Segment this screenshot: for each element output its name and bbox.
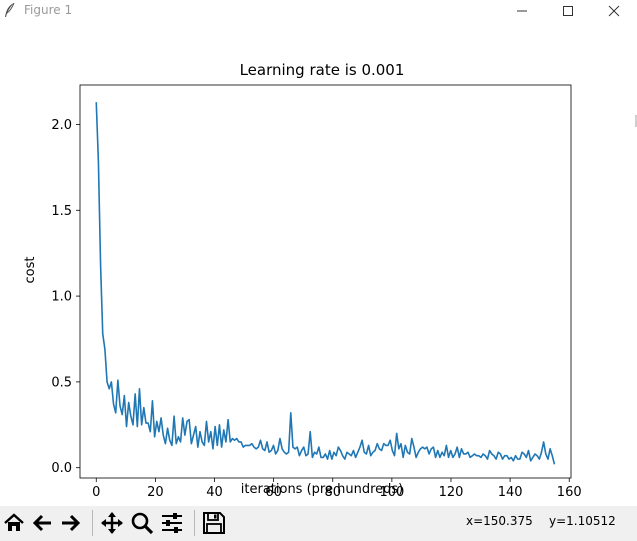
maximize-button[interactable] bbox=[545, 0, 591, 22]
minimize-button[interactable] bbox=[499, 0, 545, 22]
close-button[interactable] bbox=[591, 0, 637, 22]
line-chart: Learning rate is 0.001 iterations (pre h… bbox=[23, 61, 582, 500]
configure-subplots-icon bbox=[162, 513, 182, 533]
y-tick-label: 1.5 bbox=[51, 204, 72, 219]
home-button[interactable] bbox=[0, 509, 28, 537]
y-tick-label: 1.0 bbox=[51, 290, 72, 305]
y-tick-label: 2.0 bbox=[51, 118, 72, 133]
back-arrow-icon bbox=[32, 514, 51, 532]
window-title: Figure 1 bbox=[24, 3, 73, 17]
minimize-icon bbox=[517, 10, 527, 12]
pan-icon bbox=[101, 512, 123, 534]
save-button[interactable] bbox=[200, 509, 228, 537]
x-tick-label: 80 bbox=[324, 485, 341, 500]
plot-frame bbox=[79, 84, 572, 479]
back-button[interactable] bbox=[28, 509, 56, 537]
y-axis-ticks: 0.0 0.5 1.0 1.5 2.0 bbox=[51, 118, 80, 476]
x-tick-label: 120 bbox=[439, 485, 464, 500]
x-tick-label: 100 bbox=[379, 485, 404, 500]
save-icon bbox=[203, 512, 225, 534]
series-group bbox=[95, 102, 556, 465]
cost-series-line bbox=[95, 102, 556, 465]
close-icon bbox=[608, 5, 620, 17]
zoom-button[interactable] bbox=[128, 509, 156, 537]
y-tick-label: 0.0 bbox=[51, 461, 72, 476]
y-tick-label: 0.5 bbox=[51, 375, 72, 390]
scroll-indicator bbox=[635, 115, 637, 127]
configure-subplots-button[interactable] bbox=[158, 509, 186, 537]
window-title-bar: Figure 1 bbox=[0, 0, 637, 22]
toolbar-separator bbox=[194, 510, 195, 536]
x-axis-ticks: 0 20 40 60 80 100 120 140 160 bbox=[92, 478, 582, 500]
cursor-y-readout: y=1.10512 bbox=[549, 514, 616, 528]
x-tick-label: 0 bbox=[92, 485, 100, 500]
forward-arrow-icon bbox=[62, 514, 81, 532]
navigation-toolbar: x=150.375 y=1.10512 bbox=[0, 506, 637, 541]
x-tick-label: 20 bbox=[147, 485, 164, 500]
x-tick-label: 60 bbox=[265, 485, 282, 500]
x-tick-label: 140 bbox=[498, 485, 523, 500]
cursor-x-readout: x=150.375 bbox=[466, 514, 533, 528]
x-tick-label: 160 bbox=[557, 485, 582, 500]
forward-button[interactable] bbox=[57, 509, 85, 537]
chart-title: Learning rate is 0.001 bbox=[240, 61, 405, 79]
feather-icon bbox=[5, 2, 15, 17]
figure-canvas[interactable]: Learning rate is 0.001 iterations (pre h… bbox=[0, 22, 637, 506]
pan-button[interactable] bbox=[98, 509, 126, 537]
x-tick-label: 40 bbox=[206, 485, 223, 500]
home-icon bbox=[4, 513, 24, 531]
toolbar-separator bbox=[92, 510, 93, 536]
maximize-icon bbox=[563, 6, 573, 16]
y-axis-label: cost bbox=[23, 257, 38, 284]
x-axis-label: iterations (pre hundreds) bbox=[241, 482, 403, 497]
zoom-icon bbox=[131, 512, 154, 535]
